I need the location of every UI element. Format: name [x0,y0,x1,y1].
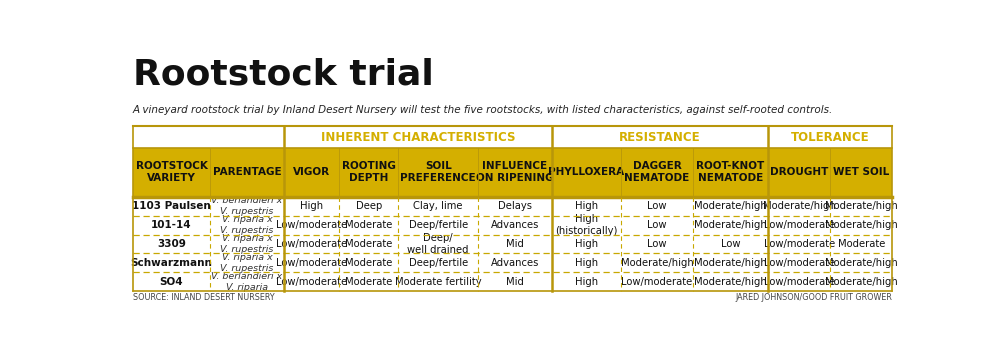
Text: V. berlandieri x
V. rupestris: V. berlandieri x V. rupestris [211,196,283,216]
Text: ROOTSTOCK
VARIETY: ROOTSTOCK VARIETY [136,161,207,184]
Text: Low/moderate: Low/moderate [764,258,835,268]
Text: Moderate/high: Moderate/high [694,220,767,230]
Text: Moderate: Moderate [345,239,392,249]
Text: Clay, lime: Clay, lime [413,201,463,211]
Text: Delays: Delays [498,201,532,211]
Text: Moderate: Moderate [345,277,392,287]
Text: Low/moderate: Low/moderate [276,220,347,230]
Text: Low/moderate: Low/moderate [764,277,835,287]
Text: High: High [575,277,598,287]
Text: Moderate/high: Moderate/high [763,201,836,211]
Text: Mid: Mid [506,239,524,249]
Text: INHERENT CHARACTERISTICS: INHERENT CHARACTERISTICS [321,130,515,144]
Text: Low: Low [647,220,667,230]
Text: WET SOIL: WET SOIL [833,167,889,177]
Text: 1103 Paulsen: 1103 Paulsen [132,201,211,211]
Text: Low/moderate: Low/moderate [276,258,347,268]
Text: Moderate: Moderate [345,220,392,230]
Text: V. riparia x
V. rupestris: V. riparia x V. rupestris [220,234,274,254]
Text: SO4: SO4 [160,277,183,287]
Text: Moderate: Moderate [838,239,885,249]
Bar [284,126,552,148]
Text: Moderate/high: Moderate/high [825,220,898,230]
Text: Moderate: Moderate [345,258,392,268]
Text: Moderate/high: Moderate/high [621,258,693,268]
Bar [768,126,892,148]
Text: Deep/
well drained: Deep/ well drained [407,233,469,255]
Text: SOURCE: INLAND DESERT NURSERY: SOURCE: INLAND DESERT NURSERY [133,293,274,302]
Text: High
(historically): High (historically) [555,214,618,236]
Text: Moderate/high: Moderate/high [825,201,898,211]
Text: V. riparia x
V. rupestris: V. riparia x V. rupestris [220,253,274,273]
Text: V. riparia x
V. rupestris: V. riparia x V. rupestris [220,215,274,235]
Text: INFLUENCE
ON RIPENING: INFLUENCE ON RIPENING [476,161,554,184]
Text: PHYLLOXERA: PHYLLOXERA [548,167,624,177]
Text: Moderate/high: Moderate/high [694,258,767,268]
Text: PARENTAGE: PARENTAGE [213,167,281,177]
Text: Low/moderate: Low/moderate [764,239,835,249]
Text: V. berlandieri x
V. riparia: V. berlandieri x V. riparia [211,272,283,292]
Text: High: High [575,239,598,249]
Text: Mid: Mid [506,277,524,287]
Text: Moderate/high: Moderate/high [694,201,767,211]
Text: Advances: Advances [491,220,539,230]
Bar [133,197,892,216]
Text: DAGGER
NEMATODE: DAGGER NEMATODE [624,161,690,184]
Bar [133,148,892,197]
Text: Low/moderate: Low/moderate [276,239,347,249]
Text: Low/moderate: Low/moderate [276,277,347,287]
Text: A vineyard rootstock trial by Inland Desert Nursery will test the five rootstock: A vineyard rootstock trial by Inland Des… [133,105,833,115]
Text: Low: Low [647,201,667,211]
Text: JARED JOHNSON/GOOD FRUIT GROWER: JARED JOHNSON/GOOD FRUIT GROWER [735,293,892,302]
Text: Low: Low [721,239,740,249]
Text: Deep/fertile: Deep/fertile [409,258,468,268]
Text: High: High [575,258,598,268]
Text: Low/moderate: Low/moderate [621,277,693,287]
Text: Moderate/high: Moderate/high [825,258,898,268]
Text: 3309: 3309 [157,239,186,249]
Text: Rootstock trial: Rootstock trial [133,57,434,91]
Text: TOLERANCE: TOLERANCE [791,130,869,144]
Bar [133,272,892,291]
Text: RESISTANCE: RESISTANCE [619,130,701,144]
Bar [133,126,284,148]
Text: Deep/fertile: Deep/fertile [409,220,468,230]
Text: VIGOR: VIGOR [293,167,330,177]
Text: Advances: Advances [491,258,539,268]
Text: Low: Low [647,239,667,249]
Text: Deep: Deep [356,201,382,211]
Text: Moderate/high: Moderate/high [825,277,898,287]
Text: SOIL
PREFERENCE: SOIL PREFERENCE [400,161,476,184]
Text: Moderate/high: Moderate/high [694,277,767,287]
Text: High: High [300,201,323,211]
Bar [133,235,892,253]
Bar [133,253,892,272]
Text: ROOT-KNOT
NEMATODE: ROOT-KNOT NEMATODE [696,161,765,184]
Text: High: High [575,201,598,211]
Bar [552,126,768,148]
Text: DROUGHT: DROUGHT [770,167,828,177]
Text: ROOTING
DEPTH: ROOTING DEPTH [342,161,396,184]
Text: Schwarzmann: Schwarzmann [131,258,212,268]
Bar [133,216,892,235]
Text: 101-14: 101-14 [151,220,192,230]
Text: Moderate fertility: Moderate fertility [395,277,481,287]
Text: Low/moderate: Low/moderate [764,220,835,230]
